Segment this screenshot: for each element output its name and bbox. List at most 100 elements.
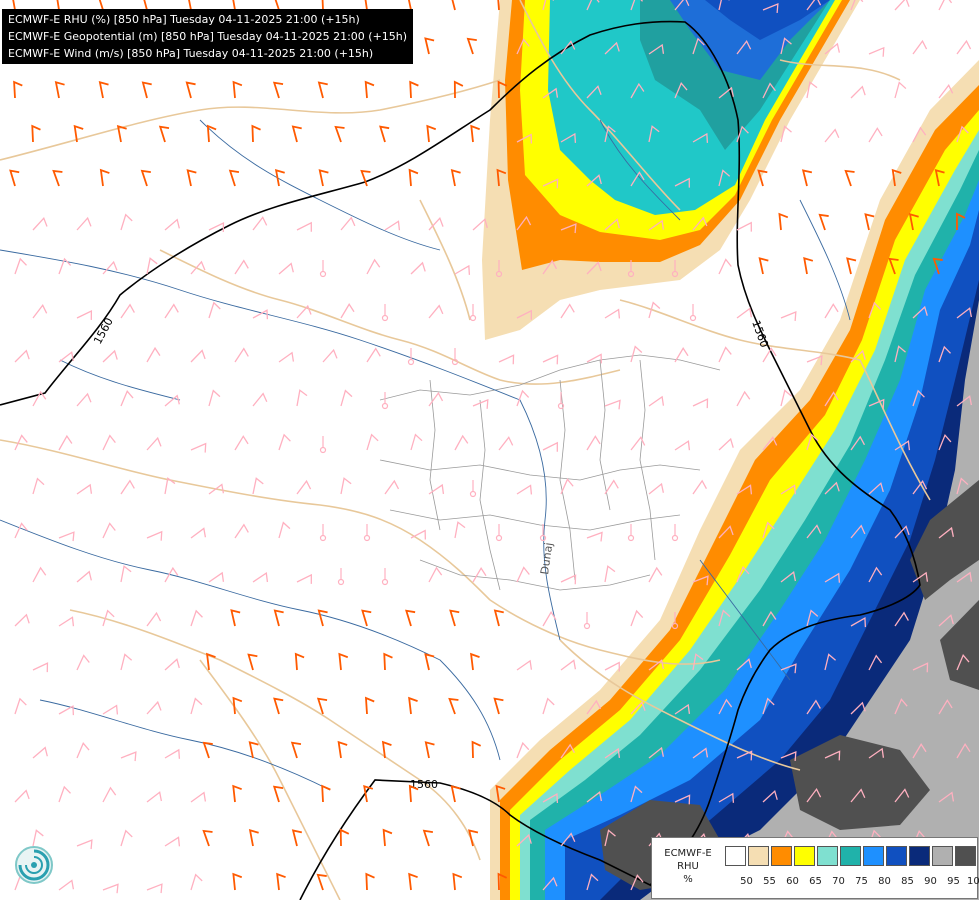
wind-barb: [146, 257, 158, 275]
wind-barb: [762, 697, 775, 715]
wind-barb: [190, 349, 206, 363]
wind-barb: [542, 0, 555, 11]
wind-barb: [692, 747, 709, 759]
wind-barb: [454, 434, 469, 451]
colorbar-swatch: [886, 846, 907, 866]
country-borders: [0, 0, 931, 900]
wind-barb: [912, 479, 928, 495]
wind-barb: [408, 168, 419, 187]
wind-barb: [671, 524, 679, 542]
wind-barb: [120, 751, 137, 762]
colorbar-tick: 50: [740, 876, 753, 887]
wind-barb: [542, 259, 558, 275]
wind-barb: [516, 833, 532, 847]
wind-barb: [76, 309, 93, 320]
wind-barb: [762, 789, 778, 803]
wind-barb: [102, 704, 119, 715]
wind-barb: [337, 568, 345, 586]
wind-barb: [164, 303, 179, 319]
wind-barb: [516, 741, 530, 759]
wind-barb: [912, 662, 929, 673]
wind-barb: [557, 392, 565, 410]
wind-barb: [316, 697, 328, 715]
wind-barb: [956, 654, 970, 671]
wind-barb: [318, 169, 329, 187]
wind-barb: [146, 611, 162, 627]
wind-barb: [938, 791, 955, 803]
wind-barb: [496, 168, 507, 187]
wind-barb: [736, 390, 751, 407]
colorbar-tick: 60: [786, 876, 799, 887]
wind-barb: [102, 434, 116, 451]
wind-barb: [912, 742, 927, 759]
wind-barb: [630, 82, 645, 99]
wind-barb: [542, 876, 558, 891]
wind-barb: [381, 304, 389, 322]
wind-barb: [164, 394, 180, 407]
wind-barb: [674, 347, 689, 363]
wind-barb: [806, 0, 822, 11]
wind-barb: [340, 303, 355, 319]
wind-barb: [76, 570, 92, 583]
wind-barb: [806, 433, 819, 451]
wind-barb: [146, 530, 163, 541]
wind-barb: [762, 82, 776, 99]
wind-barb: [296, 573, 312, 584]
wind-barb: [586, 531, 603, 542]
wind-barb: [586, 353, 603, 364]
wind-barb: [32, 477, 45, 495]
wind-barb: [381, 392, 389, 410]
wind-barb: [208, 483, 225, 495]
wind-barb: [276, 872, 286, 891]
wind-barb: [648, 659, 665, 671]
wind-barb: [493, 697, 504, 715]
wind-barb: [648, 482, 665, 495]
wind-barb: [76, 392, 92, 407]
wind-barb: [630, 609, 644, 627]
wind-barb: [408, 696, 418, 715]
wind-barb: [190, 527, 207, 539]
colorbar-swatches: [725, 846, 978, 866]
wind-barb: [762, 610, 777, 627]
wind-barb: [164, 658, 180, 671]
colorbar-tick: 90: [924, 876, 937, 887]
wind-barb: [718, 86, 734, 99]
wind-barb: [32, 390, 47, 407]
wind-barb: [116, 125, 127, 143]
wind-barb: [586, 435, 601, 451]
wind-barb: [560, 743, 575, 759]
wind-barb: [231, 0, 242, 11]
wind-barb: [252, 571, 269, 583]
wind-barb: [956, 212, 966, 231]
wind-barb: [381, 740, 392, 759]
rhu-fill-north: [482, 0, 860, 340]
wind-barb: [956, 477, 969, 495]
wind-barb: [498, 436, 514, 451]
wind-barb: [76, 654, 90, 671]
wind-barb: [102, 349, 118, 363]
wind-barb: [202, 741, 213, 759]
wind-barb: [560, 659, 577, 671]
wind-barb: [248, 829, 259, 847]
wind-barb: [868, 654, 883, 671]
colorbar-tick: 85: [901, 876, 914, 887]
wind-barb: [692, 479, 707, 495]
wind-barb: [516, 38, 530, 55]
wind-barb: [252, 392, 268, 407]
wind-barb: [274, 168, 285, 187]
wind-barb: [58, 785, 71, 803]
map-legend: ECMWF-E RHU (%) [850 hPa] Tuesday 04-11-…: [2, 9, 414, 64]
wind-barb: [516, 133, 532, 144]
wind-barbs: [9, 0, 973, 894]
wind-barb: [516, 566, 530, 583]
wind-barb: [542, 87, 559, 99]
wind-barb: [692, 216, 708, 231]
wind-barb: [627, 524, 635, 542]
wind-barb: [428, 483, 445, 495]
wind-barb: [692, 575, 709, 586]
wind-barb: [757, 169, 768, 187]
wind-barb: [469, 304, 477, 322]
wind-barb: [824, 303, 839, 319]
wind-barb: [718, 698, 733, 715]
